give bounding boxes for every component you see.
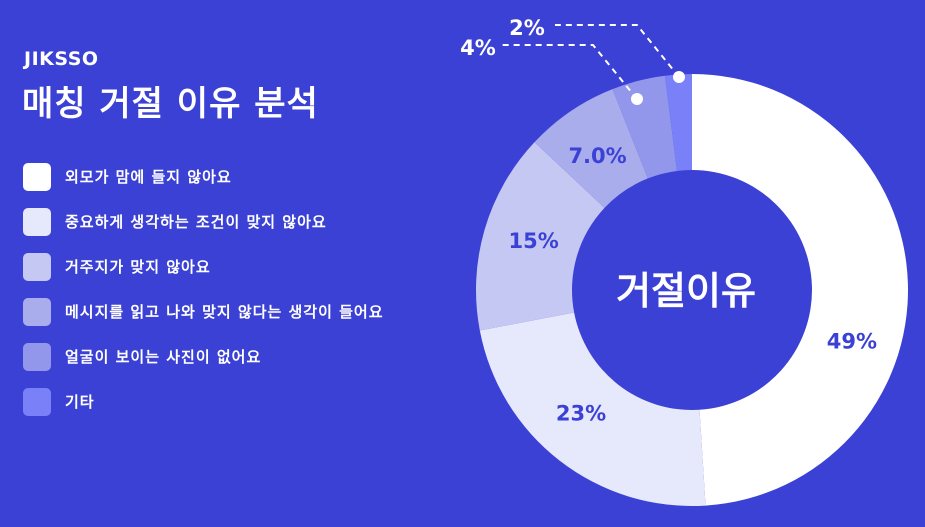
callout-line (500, 44, 638, 100)
legend-label: 거주지가 맞지 않아요 (65, 258, 211, 276)
legend-swatch (23, 387, 51, 416)
donut-slice (479, 312, 706, 506)
legend-swatch (23, 207, 51, 236)
callout-dot (673, 71, 685, 83)
callout-dot (631, 93, 643, 105)
donut-slice (476, 142, 605, 331)
donut-slice (534, 89, 648, 208)
legend-item: 기타 (23, 379, 384, 424)
legend-swatch (23, 252, 51, 281)
legend-swatch (23, 162, 51, 191)
data-label: 2% (509, 16, 545, 40)
legend-item: 거주지가 맞지 않아요 (23, 244, 384, 289)
legend-item: 중요하게 생각하는 조건이 맞지 않아요 (23, 199, 384, 244)
data-label: 23% (556, 402, 606, 426)
center-label: 거절이유 (616, 269, 756, 313)
donut-slice (612, 75, 677, 179)
data-label: 7.0% (568, 144, 626, 168)
legend-swatch (23, 342, 51, 371)
data-label: 15% (509, 229, 559, 253)
logo: JIKSSO (24, 48, 99, 70)
legend-swatch (23, 297, 51, 326)
legend-item: 메시지를 읽고 나와 맞지 않다는 생각이 들어요 (23, 289, 384, 334)
legend-label: 외모가 맘에 들지 않아요 (65, 168, 232, 186)
legend-label: 얼굴이 보이는 사진이 없어요 (65, 348, 262, 366)
legend-item: 외모가 맘에 들지 않아요 (23, 154, 384, 199)
page-title: 매칭 거절 이유 분석 (22, 84, 319, 124)
data-label: 49% (827, 330, 877, 354)
donut-slice (692, 74, 908, 506)
callout-line (555, 24, 680, 78)
data-label: 4% (460, 36, 496, 60)
donut-slice (664, 74, 692, 171)
legend-label: 중요하게 생각하는 조건이 맞지 않아요 (65, 213, 327, 231)
legend-item: 얼굴이 보이는 사진이 없어요 (23, 334, 384, 379)
legend-label: 메시지를 읽고 나와 맞지 않다는 생각이 들어요 (65, 303, 384, 321)
legend-label: 기타 (65, 393, 95, 411)
